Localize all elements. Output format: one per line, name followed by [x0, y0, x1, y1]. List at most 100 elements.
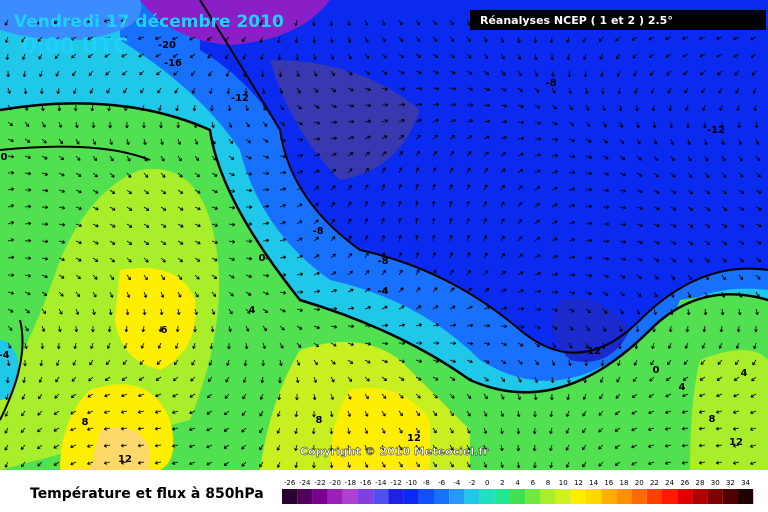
wind-arrow — [313, 153, 321, 157]
wind-arrow — [364, 19, 369, 26]
wind-arrow — [138, 53, 145, 58]
wind-arrow — [296, 308, 304, 312]
wind-arrow — [704, 138, 708, 146]
wind-arrow — [37, 410, 43, 416]
wind-arrow — [313, 236, 320, 242]
wind-arrow — [631, 410, 638, 415]
wind-arrow — [585, 155, 593, 159]
wind-arrow — [277, 393, 282, 401]
wind-arrow — [347, 36, 352, 43]
contour-label: -8 — [377, 256, 388, 267]
wind-arrow — [415, 150, 420, 157]
wind-arrow — [155, 376, 162, 381]
wind-arrow — [92, 308, 96, 316]
wind-arrow — [432, 444, 437, 451]
wind-arrow — [483, 218, 488, 225]
wind-arrow — [415, 252, 420, 259]
legend-swatch — [601, 489, 617, 504]
wind-arrow — [466, 359, 473, 364]
wind-arrow — [432, 461, 437, 468]
wind-arrow — [70, 444, 77, 449]
wind-arrow — [171, 461, 179, 465]
wind-arrow — [682, 53, 689, 58]
wind-arrow — [619, 239, 627, 244]
wind-arrow — [7, 187, 15, 192]
wind-arrow — [86, 444, 94, 448]
wind-arrow — [223, 427, 230, 432]
wind-arrow — [381, 70, 388, 75]
wind-arrow — [666, 359, 672, 366]
wind-arrow — [245, 205, 253, 209]
wind-arrow — [24, 238, 32, 243]
wind-arrow — [534, 254, 541, 259]
wind-arrow — [721, 206, 728, 211]
wind-arrow — [715, 426, 723, 431]
wind-arrow — [140, 87, 145, 94]
wind-arrow — [551, 153, 559, 158]
wind-arrow — [142, 308, 147, 316]
wind-arrow — [191, 87, 196, 94]
wind-arrow — [670, 274, 676, 280]
wind-arrow — [449, 341, 457, 346]
wind-arrow — [211, 240, 218, 245]
wind-arrow — [211, 189, 218, 194]
wind-arrow — [398, 252, 403, 259]
wind-arrow — [262, 138, 269, 143]
wind-arrow — [500, 427, 504, 435]
legend-label: 20 — [635, 479, 644, 487]
wind-arrow — [449, 102, 457, 107]
wind-arrow — [189, 19, 196, 24]
wind-arrow — [160, 274, 165, 281]
wind-arrow — [72, 359, 77, 366]
wind-arrow — [41, 138, 47, 144]
wind-arrow — [58, 155, 65, 161]
wind-arrow — [568, 238, 576, 242]
wind-arrow — [92, 291, 97, 298]
wind-arrow — [347, 53, 352, 60]
legend-label: 32 — [726, 479, 735, 487]
wind-arrow — [483, 53, 489, 59]
wind-arrow — [733, 376, 740, 382]
wind-arrow — [143, 240, 150, 246]
wind-arrow — [565, 427, 570, 434]
wind-arrow — [721, 189, 727, 195]
wind-arrow — [122, 359, 128, 365]
wind-arrow — [245, 104, 249, 112]
wind-arrow — [194, 308, 198, 316]
wind-arrow — [364, 444, 369, 451]
wind-arrow — [753, 342, 757, 350]
wind-arrow — [398, 134, 405, 140]
wind-arrow — [87, 36, 94, 41]
wind-arrow — [715, 410, 723, 414]
wind-arrow — [415, 287, 421, 293]
wind-arrow — [415, 134, 422, 140]
wind-arrow — [58, 189, 66, 193]
wind-arrow — [241, 427, 247, 433]
wind-arrow — [582, 393, 587, 400]
wind-arrow — [602, 172, 610, 176]
wind-arrow — [347, 70, 353, 76]
wind-arrow — [483, 135, 490, 140]
wind-arrow — [364, 103, 372, 108]
wind-arrow — [466, 87, 474, 91]
wind-arrow — [432, 287, 438, 293]
wind-arrow — [53, 427, 60, 432]
wind-arrow — [138, 393, 145, 398]
wind-arrow — [75, 206, 82, 211]
wind-arrow — [330, 324, 338, 329]
legend-swatch — [692, 489, 708, 504]
wind-arrow — [720, 308, 725, 316]
legend-swatch — [403, 489, 419, 504]
wind-arrow — [615, 393, 621, 399]
wind-arrow — [192, 104, 197, 112]
wind-arrow — [687, 223, 694, 228]
wind-arrow — [500, 376, 506, 383]
legend-label: 34 — [741, 479, 750, 487]
wind-arrow — [483, 461, 488, 468]
wind-arrow — [126, 274, 131, 281]
wind-arrow — [664, 427, 672, 431]
wind-arrow — [313, 121, 321, 125]
wind-arrow — [89, 359, 94, 366]
wind-arrow — [124, 325, 129, 333]
wind-arrow — [172, 393, 179, 398]
